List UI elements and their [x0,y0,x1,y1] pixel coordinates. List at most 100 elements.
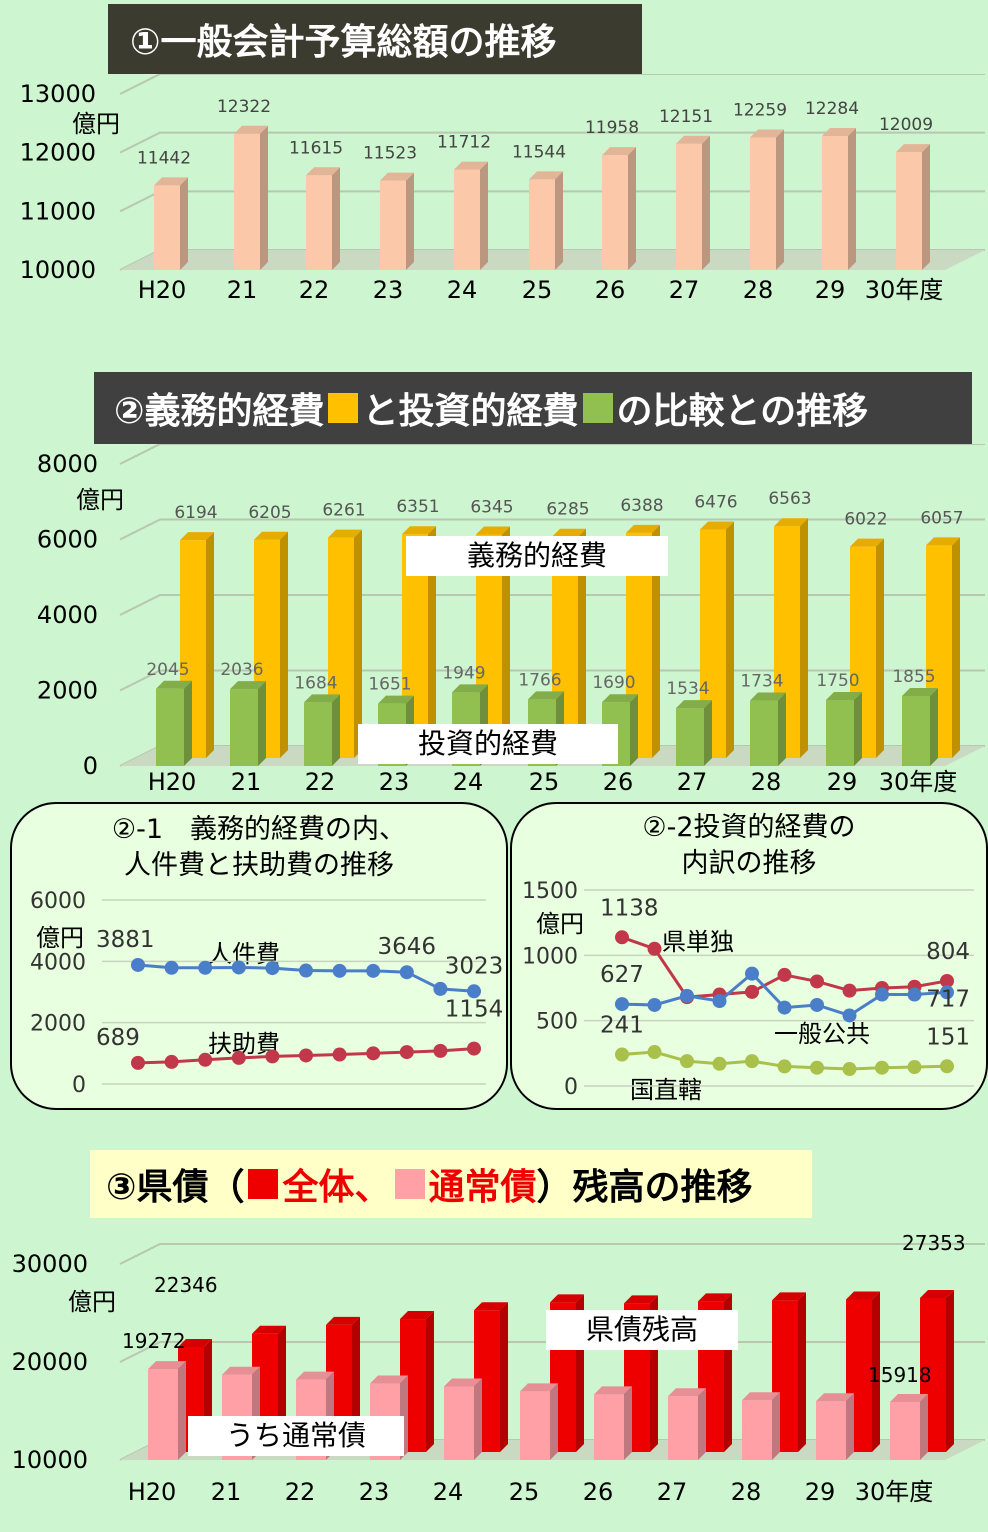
bar-value-2: 11615 [289,138,343,158]
tsujo-bar-0-top [148,1361,186,1370]
tsujo-bar-5-top [520,1383,558,1392]
point-0-0 [131,957,145,972]
point-0-10 [467,984,481,999]
point-0-8 [399,965,414,980]
gimu-bar-0-side [206,532,214,758]
zentai-legend-swatch [248,1169,279,1199]
y-tick-4: 8000 [37,450,98,478]
point-2-4 [745,1054,759,1069]
x-tick-4: 24 [447,276,478,304]
point-2-9 [907,1060,922,1075]
point-1-4 [265,1049,280,1064]
tsujo-bar-8 [742,1400,772,1460]
point-0-6 [332,963,347,978]
gimu-bar-7-side [726,521,734,758]
x-tick-0: H20 [138,276,187,304]
point-1-9 [907,987,922,1002]
toushi-bar-10-side [930,687,938,766]
bar-10 [896,152,922,270]
x-tick-10: 30年度 [879,768,958,796]
gimu-bar-1-top [254,531,288,540]
bar-9-top [822,128,856,137]
chart2-title-part2: と投資的経費 [362,391,579,432]
chart1-svg: 11442 12322 11615 11523 11712 11544 11958 12151… [20,74,985,304]
toushi-bar-7-side [704,700,712,766]
gimu-value-8: 6563 [768,489,811,509]
gimu-value-0: 6194 [174,503,217,523]
bar-9-side [848,128,856,270]
x-tick-6: 26 [583,1478,614,1506]
point-2-8 [875,1060,889,1075]
x-tick-1: 21 [211,1478,242,1506]
toushi-bar-0-side [184,680,192,766]
toushi-bar-3-top [378,695,414,704]
gimu-bar-6-side [652,524,660,758]
zentai-bar-3-top [400,1311,434,1320]
point-1-2 [198,1052,213,1067]
point-1-1 [647,997,662,1012]
y-tick-1: 11000 [20,197,96,225]
toushi-bar-8-top [750,692,786,701]
gimu-bar-3-top [402,526,436,535]
x-tick-5: 25 [522,276,553,304]
chart3-unit: 億円 [68,1288,116,1316]
tsujo-bar-5-side [550,1383,558,1460]
chart2-unit: 億円 [76,486,124,514]
gridline [119,1243,985,1265]
point-0-3 [231,960,246,975]
toushi-bar-4-top [452,684,488,693]
value-label-1-10: 1154 [445,997,504,1023]
x-tick-7: 27 [677,768,708,796]
value-label-0-0: 3881 [96,927,155,953]
chart3-svg: 22346 27353 19272 15918 H20 21 22 23 24 25 26 27 28 2… [12,1231,985,1506]
zentai-bar-8-top [772,1292,806,1301]
point-1-4 [745,966,759,981]
panel22-svg: 1138 804 627 717 241 151 0 500 1000 1500 [522,879,974,1100]
toushi-bar-1 [230,689,258,766]
gimu-value-7: 6476 [694,493,737,513]
x-tick-4: 24 [433,1478,464,1506]
point-0-2 [198,960,213,975]
gimu-bar-2-side [354,529,362,758]
point-1-9 [433,1043,448,1058]
point-2-6 [810,1060,824,1075]
point-0-1 [647,941,662,956]
point-0-0 [615,930,629,945]
point-0-4 [265,961,280,976]
bar-value-4: 11712 [437,133,491,153]
y-tick-2: 30000 [12,1250,88,1278]
gimu-value-2: 6261 [322,501,365,521]
toushi-value-10: 1855 [892,667,935,687]
point-0-7 [366,963,381,978]
bar-7-top [676,135,710,144]
toushi-label: 投資的経費 [358,724,618,764]
x-tick-6: 26 [595,276,626,304]
gimu-bar-9-top [850,538,884,547]
bar-8 [750,137,776,270]
zentai-bar-8-side [798,1292,806,1452]
point-0-4 [745,984,759,999]
tsujo-bar-10-top [890,1394,928,1403]
value-label-1-10: 717 [926,986,970,1012]
tsujo-bar-6-side [624,1386,632,1460]
point-0-6 [810,974,824,989]
toushi-bar-10 [902,695,930,766]
chart3-title-part2: 全体、 [282,1167,391,1208]
bar-value-8: 12259 [733,100,787,120]
toushi-bar-7 [676,708,704,766]
tsujo-bar-5 [520,1391,550,1460]
point-2-10 [940,1059,954,1074]
point-1-10 [467,1041,481,1056]
tsujo-bar-9-top [816,1393,854,1402]
gimu-value-4: 6345 [470,497,513,517]
x-tick-5: 25 [529,768,560,796]
toushi-bar-9-top [826,691,862,700]
tsujo-bar-9 [816,1401,846,1460]
bar-3-top [380,172,414,181]
x-tick-6: 26 [603,768,634,796]
bar-0 [154,185,180,270]
x-tick-2: 22 [285,1478,316,1506]
x-tick-0: H20 [148,768,197,796]
y-tick-0: 10000 [12,1446,88,1474]
tsujo-bar-0-side [178,1361,186,1460]
